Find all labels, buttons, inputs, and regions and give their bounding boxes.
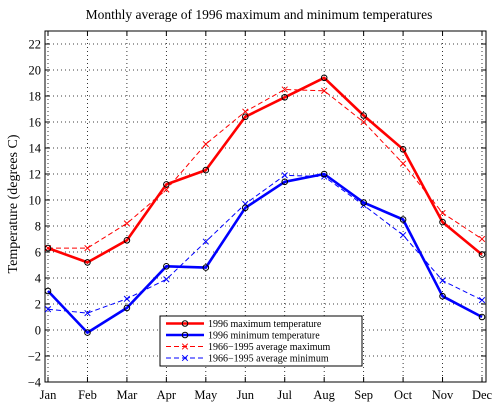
data-point-marker: [44, 306, 52, 313]
plot-frame: [44, 30, 487, 383]
data-point-marker: [399, 231, 407, 239]
data-point-marker: [478, 251, 486, 258]
data-point-marker: [242, 108, 249, 115]
data-point-marker: [281, 94, 289, 101]
data-point-marker: [478, 296, 486, 304]
legend-marker: [181, 343, 189, 350]
x-tick-label: Dec: [472, 388, 493, 402]
legend-entry: 1996 minimum temperature: [166, 331, 320, 342]
data-point-marker: [439, 218, 446, 226]
legend-label: 1996 maximum temperature: [208, 319, 322, 330]
data-point-marker: [439, 209, 446, 217]
y-tick-label: 4: [35, 272, 42, 286]
x-tick-label: Apr: [157, 388, 177, 402]
data-point-marker: [202, 238, 209, 245]
data-point-marker: [399, 216, 407, 223]
data-point-marker: [478, 235, 486, 243]
y-tick-label: 20: [29, 64, 42, 78]
x-tick-label: Oct: [394, 388, 413, 402]
data-point-marker: [84, 309, 91, 317]
data-point-marker: [44, 244, 52, 252]
y-tick-label: 22: [29, 38, 42, 52]
data-point-marker: [321, 87, 328, 94]
y-tick-label: 0: [35, 324, 41, 338]
series-line: [47, 172, 483, 334]
data-point-marker: [399, 146, 407, 153]
data-point-marker: [163, 276, 170, 283]
x-tick-label: May: [194, 388, 218, 402]
legend-marker: [181, 331, 189, 339]
data-point-marker: [360, 199, 367, 206]
x-tick-label: Aug: [313, 388, 335, 402]
data-point-marker: [163, 263, 170, 270]
y-axis-label: Temperature (degrees C): [6, 134, 21, 273]
x-tick-label: Jun: [237, 388, 255, 402]
data-point-marker: [84, 244, 91, 252]
data-point-marker: [123, 220, 131, 227]
data-point-marker: [202, 264, 210, 271]
y-tick-label: 2: [35, 298, 41, 312]
data-point-marker: [281, 172, 288, 179]
data-point-marker: [84, 329, 91, 336]
legend-entry: 1996 maximum temperature: [166, 319, 322, 330]
data-point-marker: [44, 287, 52, 295]
data-point-marker: [281, 178, 289, 186]
data-point-marker: [399, 160, 407, 167]
data-point-marker: [360, 112, 367, 119]
y-tick-label: −4: [28, 376, 42, 390]
data-point-marker: [439, 292, 446, 300]
x-tick-label: Jan: [40, 388, 57, 402]
legend-label: 1996 minimum temperature: [208, 331, 320, 342]
x-tick-label: Mar: [116, 388, 138, 402]
data-point-marker: [439, 277, 446, 284]
data-point-marker: [241, 204, 249, 212]
y-tick-label: 12: [29, 168, 42, 182]
legend-label: 1966−1995 average maximum: [208, 342, 330, 353]
x-tick-label: Nov: [432, 388, 454, 402]
chart-title: Monthly average of 1996 maximum and mini…: [86, 7, 433, 22]
series-1: [44, 170, 486, 336]
data-point-marker: [360, 118, 367, 126]
data-point-marker: [320, 74, 328, 82]
data-point-marker: [241, 113, 249, 121]
series-group: [44, 74, 486, 336]
series-line: [48, 89, 483, 249]
data-point-marker: [163, 181, 170, 188]
y-tick-label: 14: [29, 142, 42, 156]
legend-entry: 1966−1995 average minimum: [166, 354, 329, 365]
legend-marker: [181, 354, 189, 362]
y-tick-label: −2: [28, 350, 41, 364]
y-tick-label: 8: [35, 220, 41, 234]
series-line: [47, 76, 483, 264]
legend-label: 1966−1995 average minimum: [208, 354, 329, 365]
legend-entry: 1966−1995 average maximum: [166, 342, 330, 353]
data-point-marker: [281, 86, 288, 93]
legend-marker: [181, 320, 189, 327]
y-tick-label: 16: [29, 116, 42, 130]
series-line: [47, 174, 483, 314]
data-point-marker: [123, 295, 131, 302]
data-point-marker: [84, 259, 91, 266]
x-tick-label: Sep: [354, 388, 373, 402]
x-tick-label: Jul: [277, 388, 292, 402]
y-tick-label: 6: [35, 246, 41, 260]
data-point-marker: [320, 170, 328, 178]
data-point-marker: [123, 237, 131, 244]
y-tick-label: 18: [29, 90, 42, 104]
data-point-marker: [478, 313, 486, 321]
axis-ticks: −4 −2 0 2 4 6 8 10 12 14 16 18 20 22 Jan Feb Mar Apr May Ju…: [28, 31, 493, 402]
series-0: [44, 74, 486, 266]
x-tick-label: Feb: [78, 388, 97, 402]
data-point-marker: [123, 304, 131, 312]
data-point-marker: [202, 140, 209, 148]
data-point-marker: [202, 166, 210, 174]
y-tick-label: 10: [29, 194, 42, 208]
